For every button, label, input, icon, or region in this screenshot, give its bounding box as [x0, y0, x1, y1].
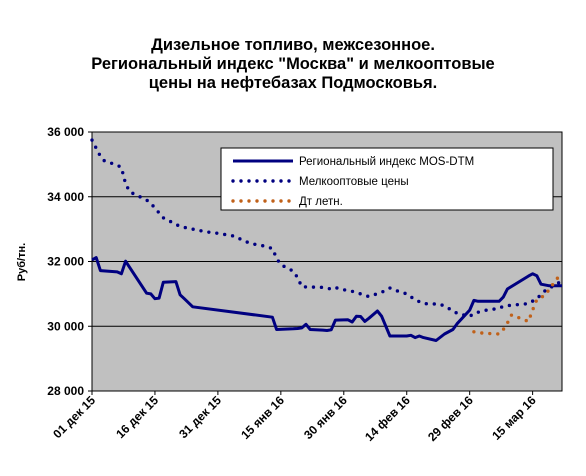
chart-title-line-3: цены на нефтебазах Подмосковья. — [148, 74, 438, 92]
x-tick-label: 15 янв 16 — [238, 393, 287, 442]
x-tick-label: 30 янв 16 — [301, 393, 350, 442]
x-axis: 01 дек 15 16 дек 15 31 дек 15 15 янв 16 30 я… — [50, 391, 539, 444]
legend-label-2: Мелкооптовые цены — [299, 176, 409, 188]
legend: Региональный индекс MOS-DTM Мелкооптовые … — [220, 147, 554, 211]
y-tick-label: 30 000 — [47, 319, 84, 333]
x-tick-label: 14 фев 16 — [362, 393, 413, 444]
x-tick-label: 29 фев 16 — [425, 393, 476, 444]
x-tick-label: 01 дек 15 — [50, 393, 98, 441]
x-tick-label: 16 дек 15 — [113, 393, 161, 441]
series-group — [90, 138, 564, 342]
x-tick-label: 15 мар 16 — [489, 393, 539, 443]
y-axis: 28 000 30 000 32 000 34 000 36 000 — [47, 125, 92, 398]
y-tick-label: 36 000 — [47, 125, 84, 139]
y-tick-label: 34 000 — [47, 190, 84, 204]
chart-title-line-2: Региональный индекс "Москва" и мелкоопто… — [91, 55, 495, 73]
legend-label-1: Региональный индекс MOS-DTM — [299, 156, 474, 168]
y-axis-label: Руб/тн. — [16, 243, 28, 281]
legend-box — [220, 147, 554, 211]
series-line-2 — [90, 138, 564, 319]
chart-title-line-1: Дизельное топливо, межсезонное. — [151, 36, 435, 54]
series-line-3 — [472, 272, 564, 336]
x-tick-label: 31 дек 15 — [176, 393, 224, 441]
y-tick-label: 28 000 — [47, 384, 84, 398]
y-tick-label: 32 000 — [47, 255, 84, 269]
legend-label-3: Дт летн. — [299, 196, 343, 208]
chart-title: Дизельное топливо, межсезонное. Регионал… — [0, 36, 586, 93]
series-line-1 — [91, 256, 562, 342]
